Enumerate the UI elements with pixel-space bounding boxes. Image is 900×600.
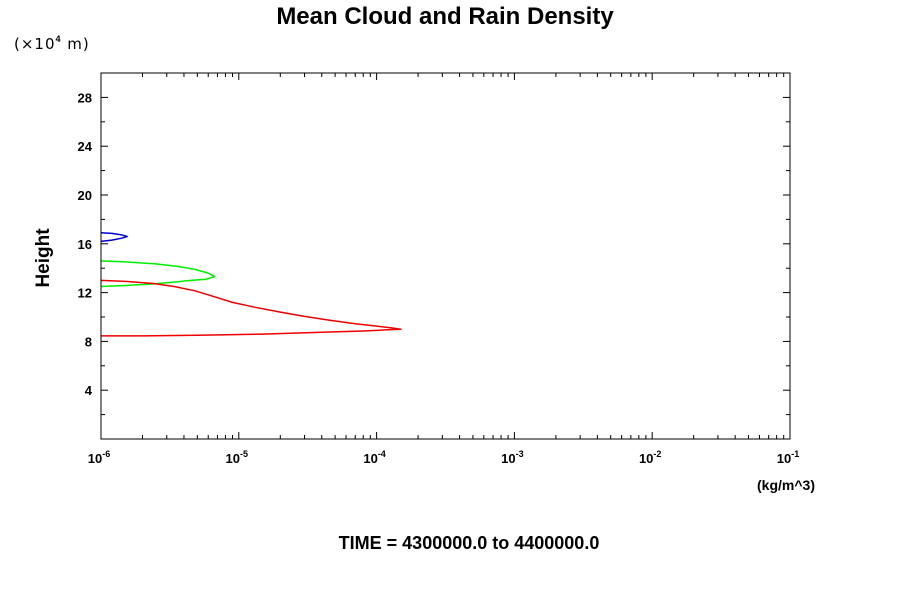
axis-ticks — [100, 73, 790, 439]
x-tick-exponent: -6 — [102, 449, 110, 459]
x-tick-base: 10 — [88, 451, 102, 466]
y-tick-label: 20 — [78, 188, 92, 203]
x-tick-label: 10-1 — [777, 449, 799, 466]
x-tick-label: 10-2 — [639, 449, 661, 466]
y-tick-label: 16 — [78, 237, 92, 252]
y-scale-note: (×104 m) — [14, 34, 90, 53]
y-scale-note-exponent: 4 — [56, 34, 62, 44]
y-tick-label: 12 — [78, 286, 92, 301]
y-tick-labels: 4 8 12 16 20 24 28 — [78, 90, 93, 398]
series-line-1 — [100, 232, 128, 243]
series-group — [100, 232, 402, 337]
y-tick-label: 4 — [85, 383, 93, 398]
y-tick-label: 28 — [78, 90, 92, 105]
time-label: TIME = 4300000.0 to 4400000.0 — [339, 533, 600, 553]
x-tick-base: 10 — [226, 451, 240, 466]
x-tick-exponent: -5 — [240, 449, 248, 459]
x-tick-base: 10 — [501, 451, 515, 466]
x-tick-label: 10-4 — [363, 449, 385, 466]
series-line-2 — [100, 260, 216, 288]
chart-title: Mean Cloud and Rain Density — [276, 3, 614, 30]
x-tick-base: 10 — [777, 451, 791, 466]
x-tick-exponent: -2 — [653, 449, 661, 459]
y-scale-note-prefix: (×10 — [14, 35, 56, 53]
x-tick-labels: 10-6 10-5 10-4 10-3 10-2 10-1 — [88, 449, 799, 466]
x-tick-exponent: -4 — [378, 449, 386, 459]
series-line-3 — [100, 279, 402, 337]
x-tick-label: 10-3 — [501, 449, 523, 466]
y-scale-note-suffix: m) — [62, 35, 90, 53]
plot-frame — [100, 72, 791, 440]
y-tick-label: 24 — [78, 139, 93, 154]
x-tick-exponent: -3 — [516, 449, 524, 459]
y-tick-label: 8 — [85, 334, 92, 349]
x-tick-label: 10-5 — [226, 449, 248, 466]
y-axis-label: Height — [33, 228, 54, 288]
x-tick-base: 10 — [363, 451, 377, 466]
x-tick-exponent: -1 — [791, 449, 799, 459]
x-axis-unit-label: (kg/m^3) — [757, 477, 815, 493]
x-tick-base: 10 — [639, 451, 653, 466]
x-tick-label: 10-6 — [88, 449, 110, 466]
